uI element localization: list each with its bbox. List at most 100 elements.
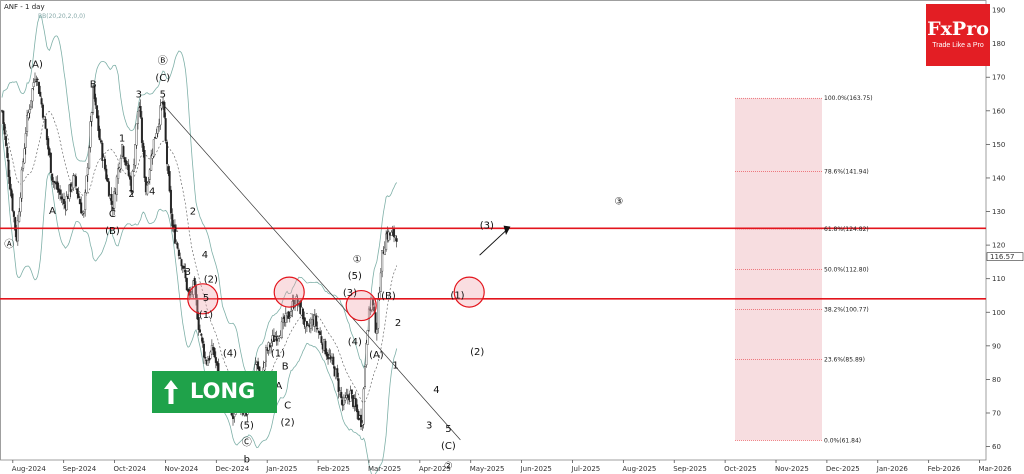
x-tick-label: Jan-2025 bbox=[265, 465, 297, 473]
candle-body bbox=[268, 344, 271, 348]
wave-label: A bbox=[49, 206, 56, 217]
candle-body bbox=[11, 193, 14, 211]
projection-arrowhead bbox=[503, 225, 511, 236]
x-tick-label: Apr-2025 bbox=[419, 465, 451, 473]
wave-label: B bbox=[90, 80, 97, 91]
candle-body bbox=[27, 112, 30, 119]
candle-body bbox=[84, 192, 87, 210]
candle-body bbox=[316, 327, 319, 330]
candle-body bbox=[395, 238, 398, 242]
candle-body bbox=[101, 142, 104, 161]
candle-body bbox=[88, 147, 91, 169]
candle-body bbox=[204, 356, 207, 359]
x-tick-label: Oct-2024 bbox=[114, 465, 147, 473]
candle-body bbox=[324, 340, 327, 355]
x-tick-label: Oct-2025 bbox=[724, 465, 756, 473]
logo-tagline: Trade Like a Pro bbox=[932, 42, 984, 49]
candle-body bbox=[51, 173, 54, 181]
candle-body bbox=[374, 312, 377, 333]
candle-body bbox=[263, 362, 266, 371]
candle-body bbox=[301, 308, 304, 320]
candle-body bbox=[115, 176, 118, 195]
x-tick-label: Aug-2024 bbox=[12, 465, 47, 473]
fxpro-logo: FxPro Trade Like a Pro bbox=[926, 4, 990, 66]
candle-body bbox=[89, 121, 92, 148]
candle-body bbox=[56, 181, 59, 190]
price-axis: 60 70 80 90 100 110 120 130 140 150 160 170 180 190 11… bbox=[986, 7, 1024, 451]
wave-label: 2 bbox=[190, 207, 196, 218]
candle-body bbox=[344, 397, 347, 401]
candle-body bbox=[159, 105, 162, 126]
candle-body bbox=[63, 199, 66, 205]
last-price-box bbox=[986, 252, 1024, 261]
y-tick-label: 150 bbox=[992, 141, 1005, 149]
wave-label: (C) bbox=[155, 73, 170, 84]
wave-label: 3 bbox=[185, 267, 191, 278]
candle-body bbox=[93, 85, 96, 100]
wave-label: 3 bbox=[136, 90, 142, 101]
signal-label: LONG bbox=[190, 379, 256, 403]
candle-body bbox=[385, 233, 388, 251]
wave-label: ② bbox=[444, 461, 453, 472]
candle-body bbox=[60, 196, 63, 200]
fibonacci-zone bbox=[735, 98, 822, 441]
candle-body bbox=[10, 188, 13, 197]
candle-body bbox=[140, 117, 143, 143]
candle-body bbox=[4, 136, 7, 146]
candle-body bbox=[92, 85, 95, 113]
x-tick-label: Sep-2024 bbox=[63, 465, 97, 473]
candle-body bbox=[106, 178, 109, 182]
candle-body bbox=[164, 118, 167, 141]
candle-body bbox=[16, 220, 19, 242]
candle-body bbox=[231, 415, 234, 419]
fib-level-label: 78.6%(141.94) bbox=[824, 168, 869, 175]
candle-body bbox=[131, 170, 134, 192]
wave-label: B bbox=[282, 362, 289, 373]
candle-body bbox=[180, 259, 183, 267]
fibonacci-labels: 100.0%(163.75) 78.6%(141.94) 61.8%(124.82)… bbox=[735, 95, 873, 444]
lower-band bbox=[1, 124, 398, 474]
wave-label: Ⓐ bbox=[4, 238, 14, 250]
candle-body bbox=[18, 211, 21, 222]
wave-label: 5 bbox=[445, 424, 451, 435]
highlight-circle bbox=[273, 276, 305, 308]
y-tick-label: 60 bbox=[992, 443, 1001, 451]
y-tick-label: 110 bbox=[992, 275, 1005, 283]
candle-body bbox=[158, 123, 161, 127]
candle-body bbox=[150, 155, 153, 171]
wave-label: ① bbox=[353, 254, 362, 265]
wave-label: C bbox=[109, 209, 116, 220]
candle-body bbox=[77, 193, 80, 198]
candle-body bbox=[110, 194, 113, 205]
middle-band bbox=[1, 110, 397, 408]
candle-body bbox=[394, 235, 397, 238]
candle-body bbox=[315, 315, 318, 327]
wave-label: 3 bbox=[426, 421, 432, 432]
chart-grid bbox=[0, 0, 987, 461]
candle-body bbox=[126, 163, 129, 165]
fib-level-label: 23.6%(85.89) bbox=[824, 357, 865, 364]
candle-body bbox=[147, 181, 150, 183]
candle-body bbox=[377, 299, 380, 329]
wave-label: (B) bbox=[381, 291, 396, 302]
x-tick-label: Mar-2026 bbox=[979, 465, 1013, 473]
candle-body bbox=[49, 152, 52, 173]
candle-body bbox=[127, 164, 130, 176]
candle-body bbox=[35, 80, 38, 82]
candle-body bbox=[12, 211, 15, 217]
candle-body bbox=[367, 308, 370, 331]
candle-body bbox=[208, 357, 211, 361]
candle-body bbox=[152, 139, 155, 157]
candle-body bbox=[305, 321, 308, 326]
candle-body bbox=[290, 311, 293, 316]
candle-body bbox=[40, 98, 43, 105]
fib-level-label: 50.0%(112.80) bbox=[824, 266, 869, 273]
candle-body bbox=[97, 115, 100, 131]
candle-body bbox=[81, 213, 84, 215]
candle-body bbox=[387, 231, 390, 241]
candle-body bbox=[102, 157, 105, 161]
y-tick-label: 160 bbox=[992, 107, 1005, 115]
candle-body bbox=[7, 159, 10, 177]
candle-body bbox=[24, 133, 27, 148]
fib-level-label: 100.0%(163.75) bbox=[824, 95, 873, 102]
